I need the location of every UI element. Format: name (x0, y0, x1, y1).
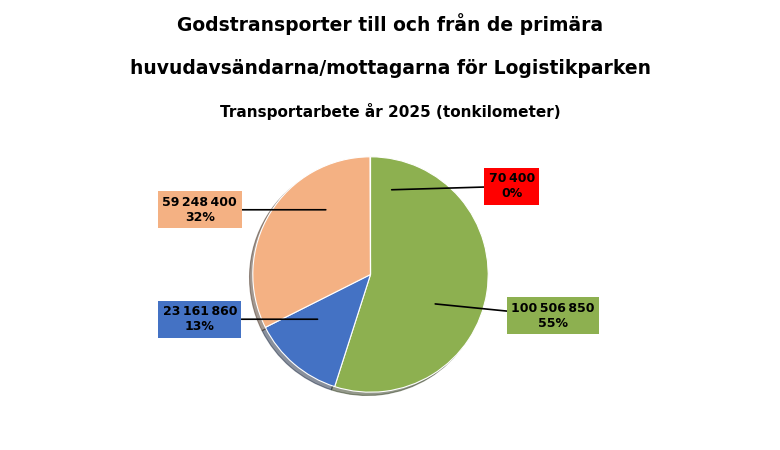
Text: 100 506 850
55%: 100 506 850 55% (435, 302, 594, 330)
Text: huvudavsändarna/mottagarna för Logistikparken: huvudavsändarna/mottagarna för Logistikp… (129, 58, 651, 77)
Wedge shape (253, 157, 370, 328)
Text: 23 161 860
13%: 23 161 860 13% (162, 305, 317, 333)
Wedge shape (335, 157, 488, 392)
Wedge shape (265, 274, 370, 387)
Text: Godstransporter till och från de primära: Godstransporter till och från de primära (177, 14, 603, 36)
Text: 70 400
0%: 70 400 0% (392, 172, 535, 200)
Text: Transportarbete år 2025 (tonkilometer): Transportarbete år 2025 (tonkilometer) (220, 104, 560, 121)
Text: 59 248 400
32%: 59 248 400 32% (162, 196, 326, 224)
